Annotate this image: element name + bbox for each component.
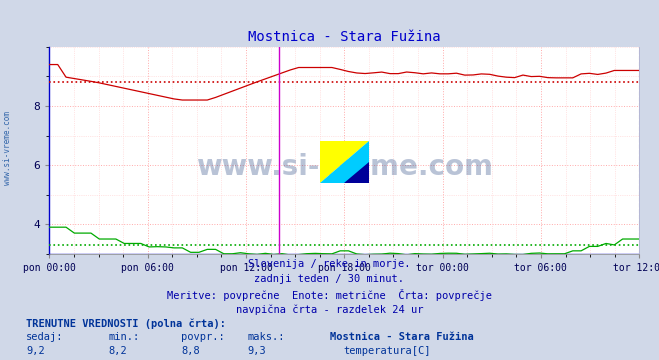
Text: sedaj:: sedaj:: [26, 332, 64, 342]
Text: www.si-vreme.com: www.si-vreme.com: [196, 153, 493, 181]
Text: Meritve: povprečne  Enote: metrične  Črta: povprečje: Meritve: povprečne Enote: metrične Črta:…: [167, 289, 492, 301]
Text: temperatura[C]: temperatura[C]: [343, 346, 431, 356]
Text: 8,8: 8,8: [181, 346, 200, 356]
Text: povpr.:: povpr.:: [181, 332, 225, 342]
Text: zadnji teden / 30 minut.: zadnji teden / 30 minut.: [254, 274, 405, 284]
Text: Mostnica - Stara Fužina: Mostnica - Stara Fužina: [330, 332, 473, 342]
Text: 9,3: 9,3: [247, 346, 266, 356]
Text: navpična črta - razdelek 24 ur: navpična črta - razdelek 24 ur: [236, 305, 423, 315]
Text: 8,2: 8,2: [109, 346, 127, 356]
Text: TRENUTNE VREDNOSTI (polna črta):: TRENUTNE VREDNOSTI (polna črta):: [26, 319, 226, 329]
Text: 9,2: 9,2: [26, 346, 45, 356]
Text: Slovenija / reke in morje.: Slovenija / reke in morje.: [248, 259, 411, 269]
Text: www.si-vreme.com: www.si-vreme.com: [3, 111, 13, 185]
Title: Mostnica - Stara Fužina: Mostnica - Stara Fužina: [248, 30, 441, 44]
Text: maks.:: maks.:: [247, 332, 285, 342]
Text: min.:: min.:: [109, 332, 140, 342]
